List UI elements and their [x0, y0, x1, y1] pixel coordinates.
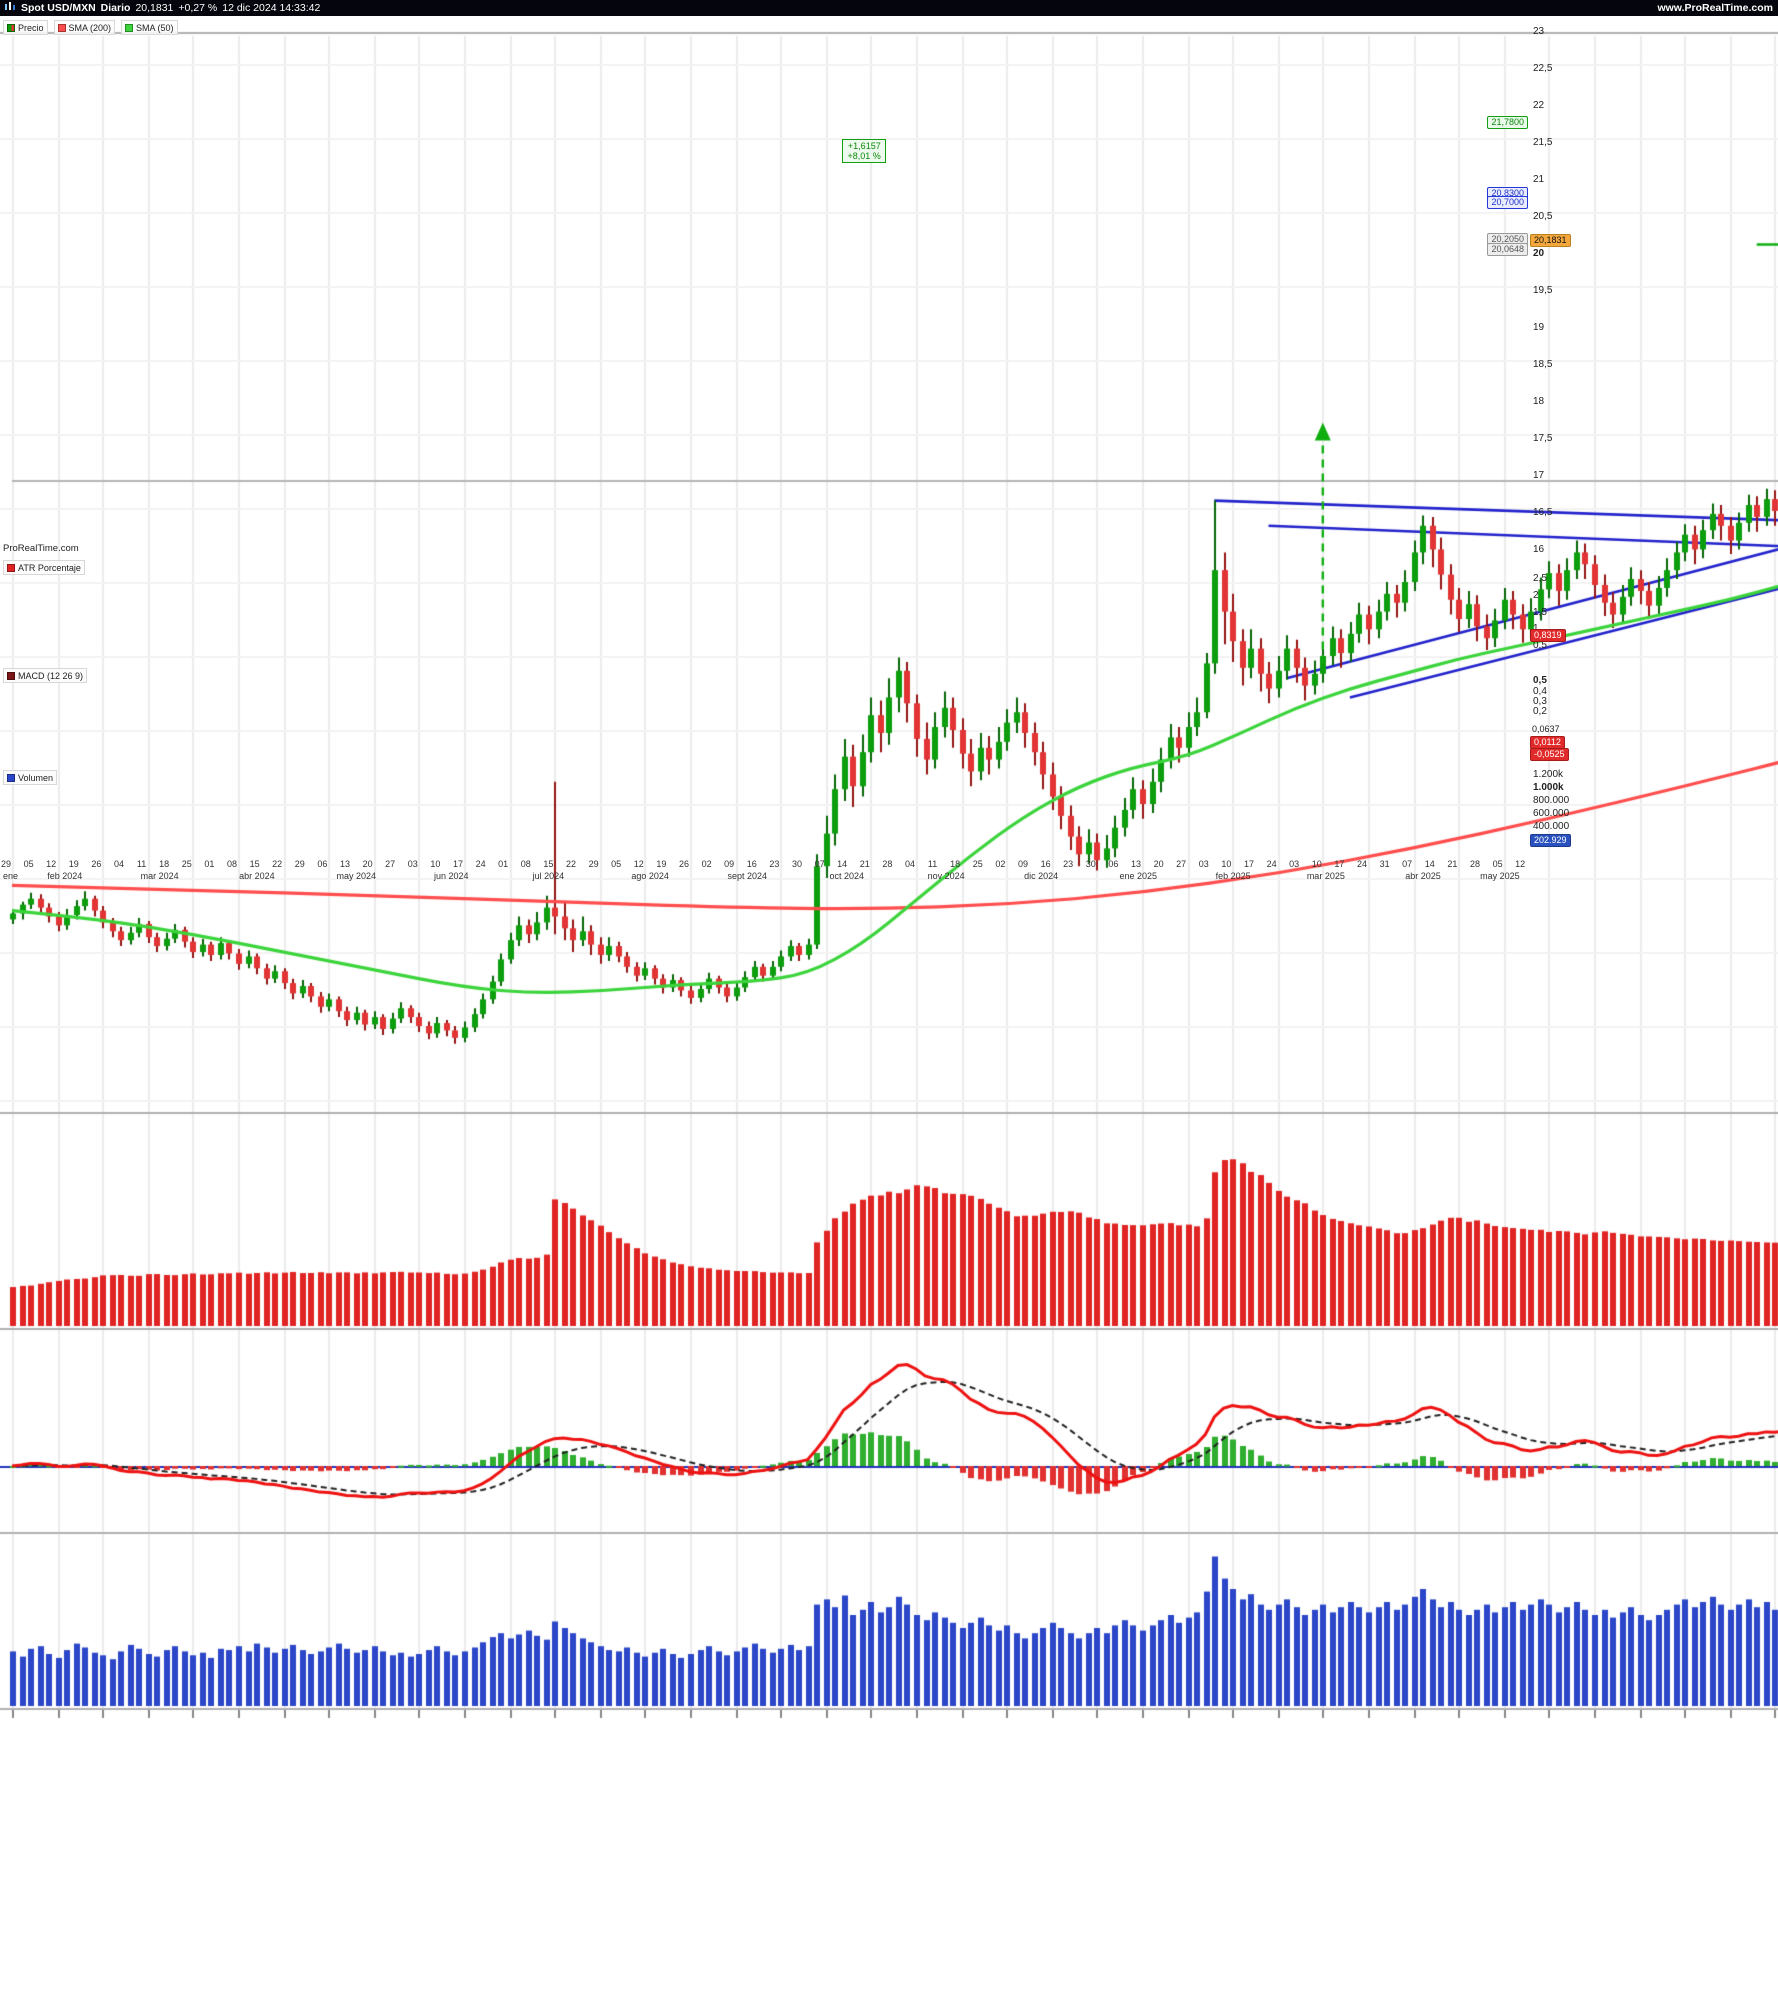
legend-volume[interactable]: Volumen	[3, 770, 58, 785]
legend-sma50-label: SMA (50)	[136, 22, 174, 33]
legend-precio-label: Precio	[18, 22, 44, 33]
atr-panel-legend: ATR Porcentaje	[3, 560, 85, 575]
watermark: ProRealTime.com	[3, 543, 79, 554]
legend-sma200[interactable]: SMA (200)	[53, 20, 116, 35]
legend-sma50[interactable]: SMA (50)	[121, 20, 178, 35]
legend-precio[interactable]: Precio	[3, 20, 48, 35]
atr-icon	[7, 563, 15, 572]
legend-macd[interactable]: MACD (12 26 9)	[3, 668, 88, 683]
volume-icon	[7, 773, 15, 782]
volume-panel-legend: Volumen	[3, 770, 58, 785]
macd-panel-legend: MACD (12 26 9)	[3, 668, 88, 683]
legend-atr-label: ATR Porcentaje	[18, 562, 81, 573]
timeframe-label: Diario	[100, 2, 131, 14]
legend-volume-label: Volumen	[18, 772, 54, 783]
website-link[interactable]: www.ProRealTime.com	[1657, 2, 1773, 14]
header-change: +0,27 %	[178, 2, 218, 14]
legend-atr[interactable]: ATR Porcentaje	[3, 560, 85, 575]
candlestick-icon	[7, 23, 15, 32]
instrument-title: Spot USD/MXN	[21, 2, 96, 14]
macd-icon	[7, 671, 15, 680]
sma50-line-icon	[125, 23, 134, 32]
header-datetime: 12 dic 2024 14:33:42	[222, 2, 321, 14]
header-price: 20,1831	[135, 2, 174, 14]
title-bar: Spot USD/MXN Diario 20,1831 +0,27 % 12 d…	[0, 0, 1778, 16]
legend-macd-label: MACD (12 26 9)	[18, 670, 84, 681]
sma200-line-icon	[57, 23, 66, 32]
prorealtime-logo-icon	[5, 1, 16, 15]
main-chart-legend: Precio SMA (200) SMA (50)	[3, 20, 178, 35]
legend-sma200-label: SMA (200)	[68, 22, 112, 33]
